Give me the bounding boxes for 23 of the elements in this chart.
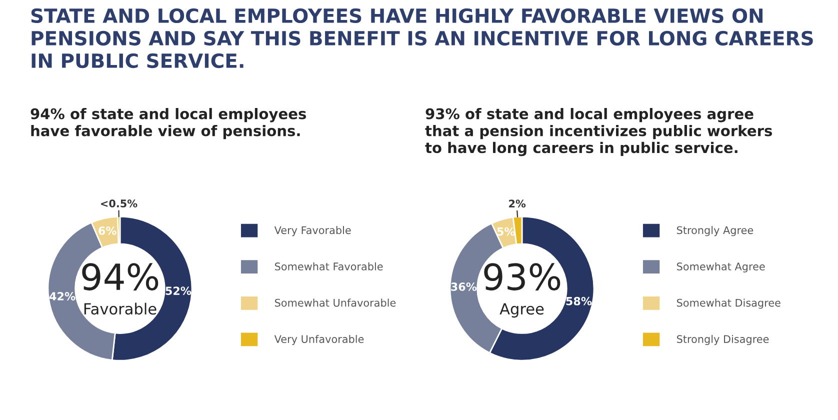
- data-label: 36%: [451, 282, 477, 291]
- chart-subtitle: 94% of state and local employees have favorable view of pensions.: [30, 108, 306, 140]
- text: 94%: [82, 263, 158, 290]
- legend-label: Somewhat Disagree: [676, 298, 780, 309]
- legend-label: Somewhat Unfavorable: [274, 298, 396, 307]
- text: Favorable: [84, 302, 156, 315]
- data-label: 6%: [98, 226, 116, 235]
- legend-label: Somewhat Agree: [676, 262, 765, 272]
- data-label: 2%: [509, 200, 526, 208]
- data-label: 58%: [566, 296, 592, 306]
- data-label: 5%: [497, 227, 515, 236]
- data-label: 42%: [50, 292, 76, 300]
- legend-label: Somewhat Favorable: [274, 262, 383, 270]
- legend-label: Very Unfavorable: [274, 334, 364, 346]
- data-label: 52%: [166, 286, 192, 296]
- legend-label: Very Favorable: [274, 226, 351, 236]
- text: 93%: [484, 263, 560, 290]
- text: Agree: [500, 303, 544, 318]
- legend-label: Strongly Agree: [676, 226, 754, 236]
- data-label: <0.5%: [101, 200, 138, 208]
- legend-label: Strongly Disagree: [676, 334, 769, 346]
- chart-title: STATE AND LOCAL EMPLOYEES HAVE HIGHLY FAVORABLE VIEWS ON PENSIONS AND SAY THIS BENEFIT IS AN INCENTIVE FOR LONG CAREERS IN PUBLIC SERVICE.: [31, 8, 813, 68]
- chart-subtitle: 93% of state and local employees agree that a pension incentivizes public workers to have long careers in public service.: [425, 108, 772, 156]
